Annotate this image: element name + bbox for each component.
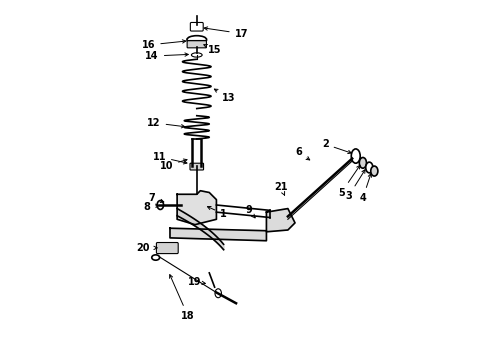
Ellipse shape <box>152 255 160 260</box>
Text: 10: 10 <box>160 159 187 171</box>
Text: 14: 14 <box>146 51 188 61</box>
Polygon shape <box>267 208 295 232</box>
Text: 17: 17 <box>204 27 248 39</box>
Ellipse shape <box>371 166 378 176</box>
Text: 16: 16 <box>142 40 186 50</box>
Text: 20: 20 <box>136 243 157 253</box>
Text: 13: 13 <box>215 89 236 103</box>
Text: 1: 1 <box>207 207 227 219</box>
FancyBboxPatch shape <box>187 41 206 48</box>
Polygon shape <box>177 191 217 225</box>
Ellipse shape <box>192 53 202 57</box>
Ellipse shape <box>215 289 221 298</box>
Text: 8: 8 <box>144 202 159 212</box>
FancyBboxPatch shape <box>156 243 178 253</box>
Text: 9: 9 <box>245 205 255 218</box>
FancyBboxPatch shape <box>190 163 203 170</box>
Text: 19: 19 <box>188 277 205 287</box>
Ellipse shape <box>351 149 360 163</box>
Text: 5: 5 <box>338 165 360 198</box>
Text: 18: 18 <box>170 275 195 321</box>
Text: 7: 7 <box>148 193 164 203</box>
Text: 21: 21 <box>274 182 288 195</box>
Ellipse shape <box>366 162 373 173</box>
Polygon shape <box>170 228 267 241</box>
Ellipse shape <box>157 201 164 210</box>
Text: 15: 15 <box>204 45 221 55</box>
FancyBboxPatch shape <box>190 22 203 31</box>
Text: 4: 4 <box>360 174 371 203</box>
Text: 2: 2 <box>322 139 351 154</box>
Text: 3: 3 <box>345 170 365 201</box>
Text: 11: 11 <box>152 152 187 164</box>
Ellipse shape <box>359 157 367 168</box>
Text: 12: 12 <box>147 118 185 128</box>
Ellipse shape <box>187 36 207 44</box>
Text: 6: 6 <box>295 147 310 160</box>
